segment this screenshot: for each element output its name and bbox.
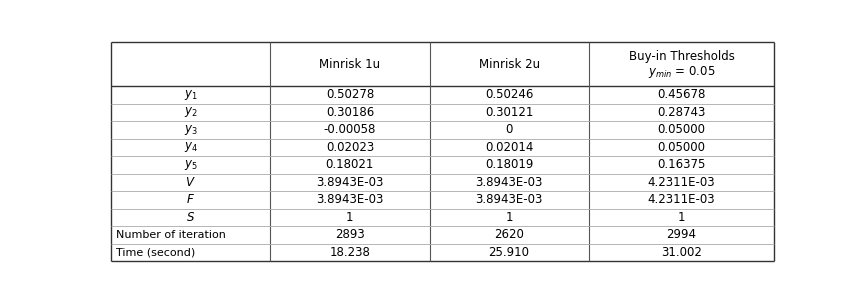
Text: $y_5$: $y_5$ (183, 158, 197, 172)
Text: $y_2$: $y_2$ (183, 105, 197, 119)
Text: 3.8943E-03: 3.8943E-03 (316, 176, 383, 189)
Text: 1: 1 (505, 211, 512, 224)
Text: 0.02023: 0.02023 (325, 141, 374, 154)
Text: 0.30186: 0.30186 (325, 106, 374, 119)
Text: 0.50246: 0.50246 (485, 89, 533, 101)
Text: 2893: 2893 (335, 229, 364, 242)
Text: 0.05000: 0.05000 (657, 141, 705, 154)
Text: $y_1$: $y_1$ (183, 88, 197, 102)
Text: 0.05000: 0.05000 (657, 123, 705, 136)
Text: 0.30121: 0.30121 (485, 106, 533, 119)
Text: Number of iteration: Number of iteration (116, 230, 226, 240)
Text: 3.8943E-03: 3.8943E-03 (475, 176, 542, 189)
Text: Minrisk 2u: Minrisk 2u (478, 58, 539, 71)
Text: 2994: 2994 (666, 229, 696, 242)
Text: 31.002: 31.002 (660, 246, 701, 259)
Text: 3.8943E-03: 3.8943E-03 (316, 193, 383, 206)
Text: 0.18019: 0.18019 (485, 158, 533, 171)
Text: $S$: $S$ (186, 211, 195, 224)
Text: 0.45678: 0.45678 (657, 89, 705, 101)
Text: 0: 0 (505, 123, 512, 136)
Text: 25.910: 25.910 (488, 246, 529, 259)
Text: 3.8943E-03: 3.8943E-03 (475, 193, 542, 206)
Text: 4.2311E-03: 4.2311E-03 (647, 176, 715, 189)
Text: 18.238: 18.238 (329, 246, 370, 259)
Text: 4.2311E-03: 4.2311E-03 (647, 193, 715, 206)
Text: 1: 1 (677, 211, 684, 224)
Text: Buy-in Thresholds: Buy-in Thresholds (628, 50, 734, 63)
Text: 0.02014: 0.02014 (485, 141, 533, 154)
Text: 0.50278: 0.50278 (325, 89, 374, 101)
Text: $F$: $F$ (186, 193, 195, 206)
Text: 1: 1 (346, 211, 353, 224)
Text: 0.16375: 0.16375 (657, 158, 705, 171)
Text: $y_3$: $y_3$ (183, 123, 197, 137)
Text: 2620: 2620 (493, 229, 523, 242)
Text: $y_4$: $y_4$ (183, 140, 197, 155)
Text: 0.18021: 0.18021 (325, 158, 374, 171)
Text: Minrisk 1u: Minrisk 1u (319, 58, 380, 71)
Text: 0.28743: 0.28743 (657, 106, 705, 119)
Text: $y_{min}$ = 0.05: $y_{min}$ = 0.05 (647, 64, 715, 80)
Text: Time (second): Time (second) (116, 247, 195, 258)
Text: $V$: $V$ (185, 176, 195, 189)
Text: -0.00058: -0.00058 (324, 123, 375, 136)
